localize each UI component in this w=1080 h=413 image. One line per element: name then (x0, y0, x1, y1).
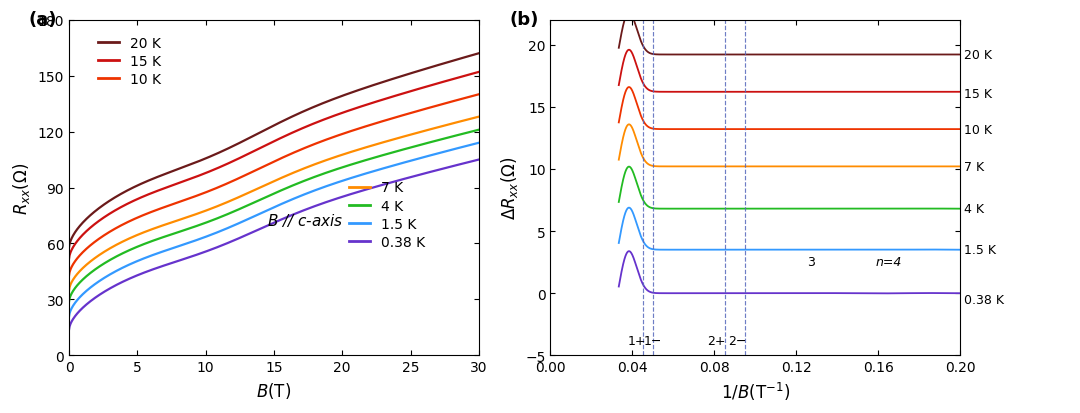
Text: (b): (b) (510, 11, 539, 28)
Text: 1+: 1+ (627, 334, 646, 347)
Text: n=4: n=4 (876, 256, 902, 269)
X-axis label: $1/B$(T$^{-1}$): $1/B$(T$^{-1}$) (720, 380, 789, 402)
Y-axis label: $\Delta R_{xx}$($\Omega$): $\Delta R_{xx}$($\Omega$) (499, 157, 519, 220)
Text: 20 K: 20 K (964, 49, 993, 62)
Text: 15 K: 15 K (964, 87, 993, 100)
Text: 1.5 K: 1.5 K (964, 244, 997, 256)
Text: 1−: 1− (644, 334, 662, 347)
Text: 7 K: 7 K (964, 161, 985, 173)
Text: (a): (a) (28, 11, 56, 28)
Text: 4 K: 4 K (964, 203, 984, 216)
Text: 2−: 2− (728, 334, 746, 347)
Legend: 7 K, 4 K, 1.5 K, 0.38 K: 7 K, 4 K, 1.5 K, 0.38 K (343, 176, 431, 255)
Text: 10 K: 10 K (964, 123, 993, 136)
X-axis label: $B$(T): $B$(T) (256, 380, 292, 400)
Text: $B$ // c-axis: $B$ // c-axis (267, 211, 343, 228)
Text: 2+: 2+ (707, 334, 726, 347)
Text: 0.38 K: 0.38 K (964, 293, 1004, 306)
Text: 3: 3 (807, 256, 814, 269)
Y-axis label: $R_{xx}$($\Omega$): $R_{xx}$($\Omega$) (11, 162, 32, 214)
